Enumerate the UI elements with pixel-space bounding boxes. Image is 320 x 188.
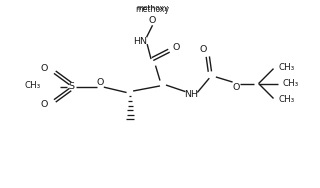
Text: O: O	[40, 64, 48, 73]
Text: O: O	[40, 100, 48, 109]
Text: methoxy: methoxy	[135, 5, 170, 14]
Text: O: O	[233, 83, 240, 92]
Text: O: O	[149, 16, 156, 25]
Text: methoxy: methoxy	[136, 5, 169, 11]
Text: O: O	[97, 78, 104, 86]
Text: CH₃: CH₃	[283, 79, 299, 88]
Text: CH₃: CH₃	[24, 81, 41, 90]
Text: CH₃: CH₃	[278, 63, 294, 72]
Text: HN: HN	[133, 37, 148, 46]
Text: O: O	[172, 43, 180, 52]
Text: O: O	[200, 45, 207, 54]
Text: NH: NH	[184, 90, 198, 99]
Text: S: S	[69, 82, 75, 91]
Text: CH₃: CH₃	[278, 96, 294, 105]
